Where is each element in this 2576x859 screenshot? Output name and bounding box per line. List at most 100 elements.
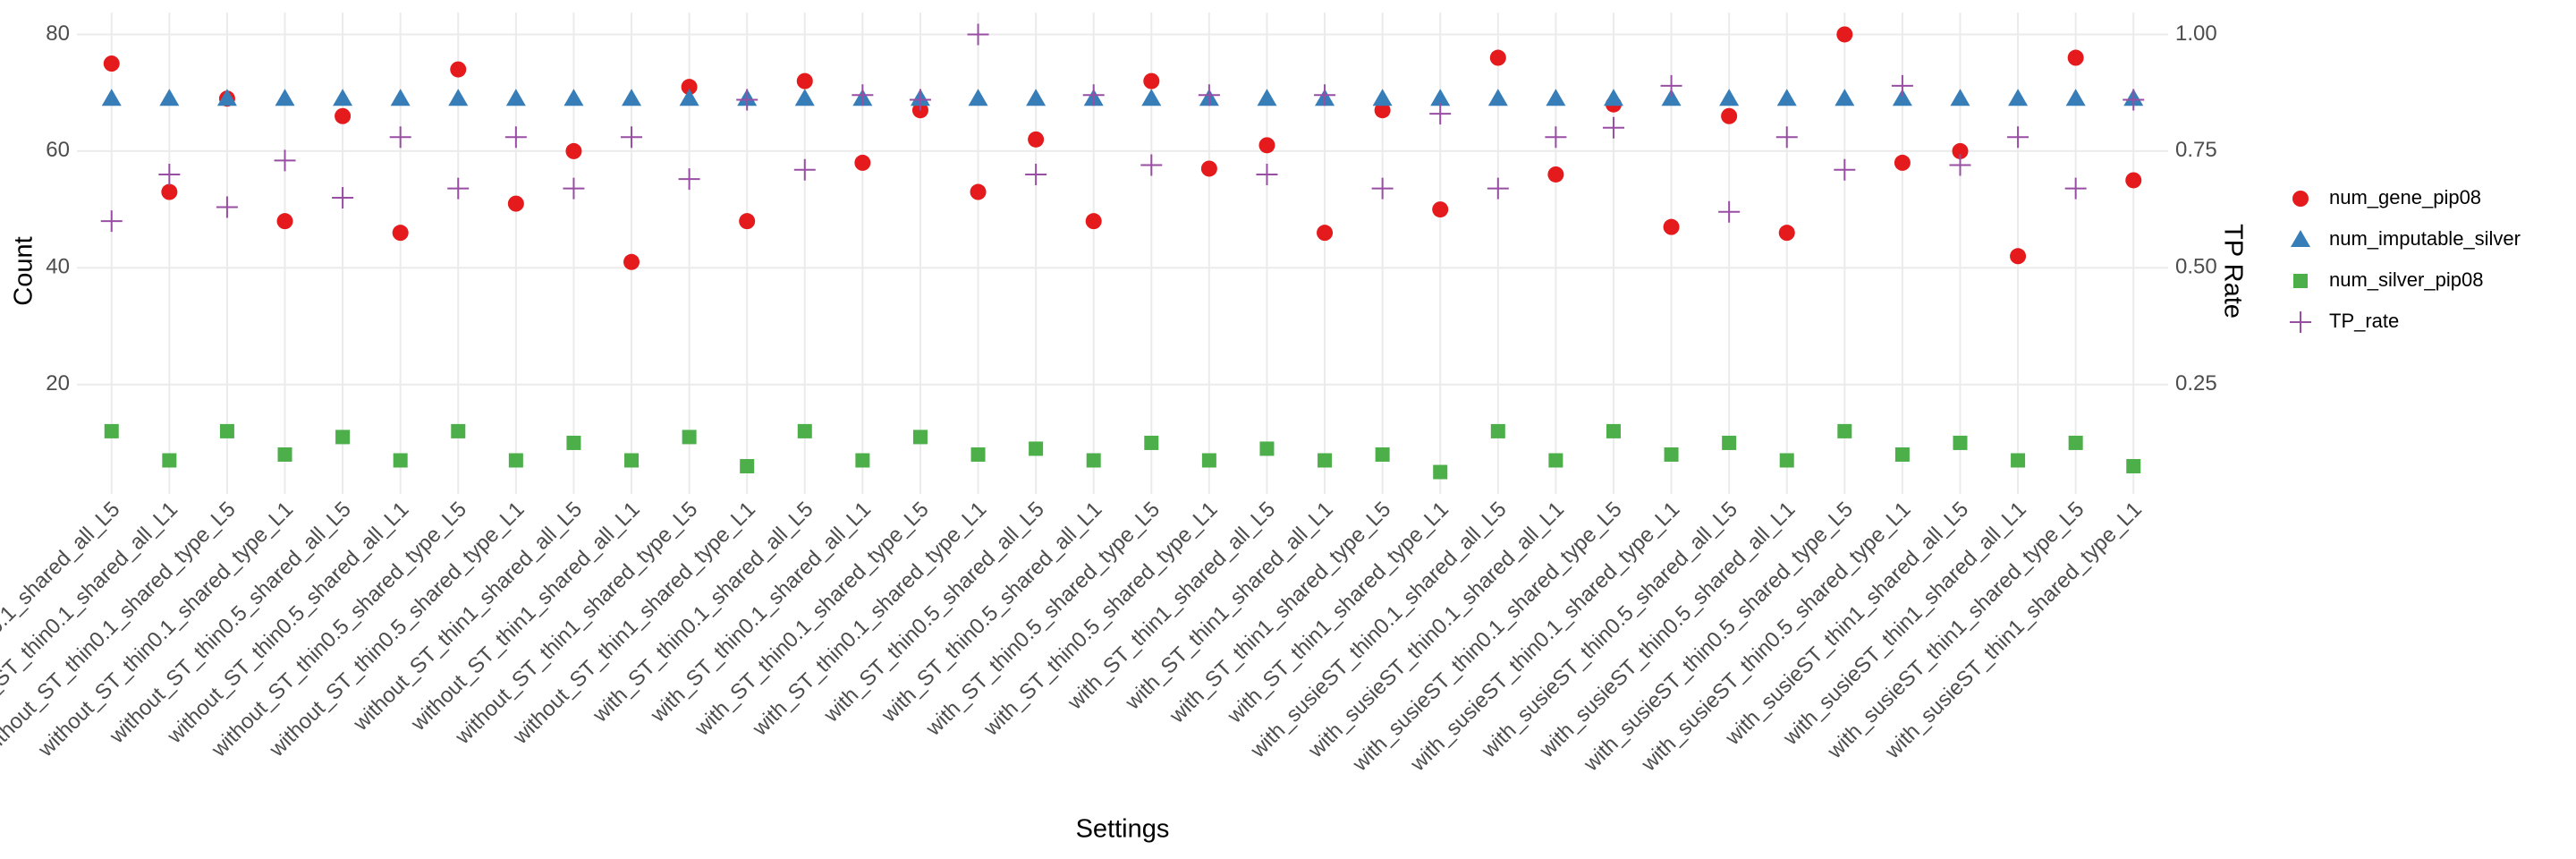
point xyxy=(566,435,581,450)
legend-symbol xyxy=(2292,191,2309,207)
point xyxy=(1719,89,1740,106)
point xyxy=(1603,89,1623,106)
point xyxy=(1718,200,1741,223)
point xyxy=(682,430,697,445)
x-tick-label: with_ST_thin1_shared_all_L1 xyxy=(1120,498,1337,715)
point xyxy=(332,187,354,209)
x-tick-label: with_ST_thin1_shared_all_L5 xyxy=(1063,498,1280,715)
point xyxy=(739,213,756,230)
point xyxy=(100,210,123,233)
point xyxy=(794,89,815,106)
point xyxy=(335,430,351,445)
point xyxy=(1547,166,1564,183)
point xyxy=(1606,423,1621,438)
point xyxy=(1487,177,1509,200)
point xyxy=(1952,142,1969,159)
point xyxy=(104,423,119,438)
point xyxy=(161,183,178,200)
point xyxy=(2068,435,2083,450)
point xyxy=(1140,154,1163,176)
point xyxy=(447,177,470,200)
point xyxy=(392,225,409,242)
point xyxy=(678,168,700,191)
point xyxy=(1722,435,1737,450)
point xyxy=(2011,453,2026,468)
point xyxy=(1086,453,1101,468)
point xyxy=(390,89,411,106)
point xyxy=(564,89,584,106)
point xyxy=(1430,89,1451,106)
point xyxy=(1201,453,1216,468)
point xyxy=(1433,464,1448,480)
point xyxy=(970,183,987,200)
point xyxy=(158,163,181,185)
point xyxy=(565,142,582,159)
x-axis-title: Settings xyxy=(1076,815,1170,844)
point xyxy=(162,453,177,468)
point xyxy=(159,89,180,106)
y-tick-label: 60 xyxy=(46,138,70,162)
point xyxy=(1375,447,1390,462)
point xyxy=(1892,89,1912,106)
point xyxy=(1490,423,1505,438)
y2-tick-label: 0.50 xyxy=(2175,255,2217,279)
point xyxy=(2065,89,2086,106)
point xyxy=(1778,225,1795,242)
point xyxy=(2007,126,2029,149)
y-axis-title: Count xyxy=(10,236,38,305)
point xyxy=(333,89,353,106)
point xyxy=(504,126,527,149)
point xyxy=(1256,163,1278,185)
point xyxy=(1259,441,1275,456)
point xyxy=(1432,201,1449,218)
point xyxy=(1776,89,1797,106)
point xyxy=(508,453,523,468)
legend-symbol xyxy=(2293,274,2308,288)
legend-label: num_silver_pip08 xyxy=(2329,268,2483,291)
point xyxy=(1664,447,1679,462)
legend-symbol xyxy=(2290,311,2311,333)
point xyxy=(909,89,931,111)
point xyxy=(1487,89,1508,106)
point xyxy=(2067,49,2084,66)
y2-tick-label: 0.25 xyxy=(2175,371,2217,395)
point xyxy=(967,23,989,46)
point xyxy=(1953,435,1968,450)
point xyxy=(736,89,758,111)
point xyxy=(1660,74,1682,97)
point xyxy=(797,423,812,438)
point xyxy=(2123,89,2145,111)
point xyxy=(1257,89,1277,106)
y-tick-label: 80 xyxy=(46,21,70,46)
point xyxy=(277,447,292,462)
point xyxy=(1661,89,1682,106)
point xyxy=(450,61,467,78)
point xyxy=(451,423,466,438)
point xyxy=(505,89,526,106)
point xyxy=(393,453,408,468)
point xyxy=(1950,89,1970,106)
point xyxy=(970,447,986,462)
legend-label: TP_rate xyxy=(2329,310,2399,332)
point xyxy=(1082,84,1105,106)
point xyxy=(1318,453,1333,468)
point xyxy=(103,55,120,72)
point xyxy=(1546,89,1566,106)
point xyxy=(852,84,874,106)
point xyxy=(1779,453,1794,468)
point xyxy=(1949,154,1971,176)
point xyxy=(1198,84,1220,106)
point xyxy=(1371,177,1394,200)
point xyxy=(912,430,928,445)
point xyxy=(622,89,642,106)
point xyxy=(681,79,698,96)
y-tick-label: 40 xyxy=(46,255,70,279)
point xyxy=(1258,137,1275,154)
point xyxy=(1143,72,1160,89)
point xyxy=(2125,172,2142,189)
point xyxy=(1775,126,1798,149)
point xyxy=(968,89,988,106)
point xyxy=(1026,89,1046,106)
point xyxy=(275,89,295,106)
point xyxy=(1894,447,1910,462)
